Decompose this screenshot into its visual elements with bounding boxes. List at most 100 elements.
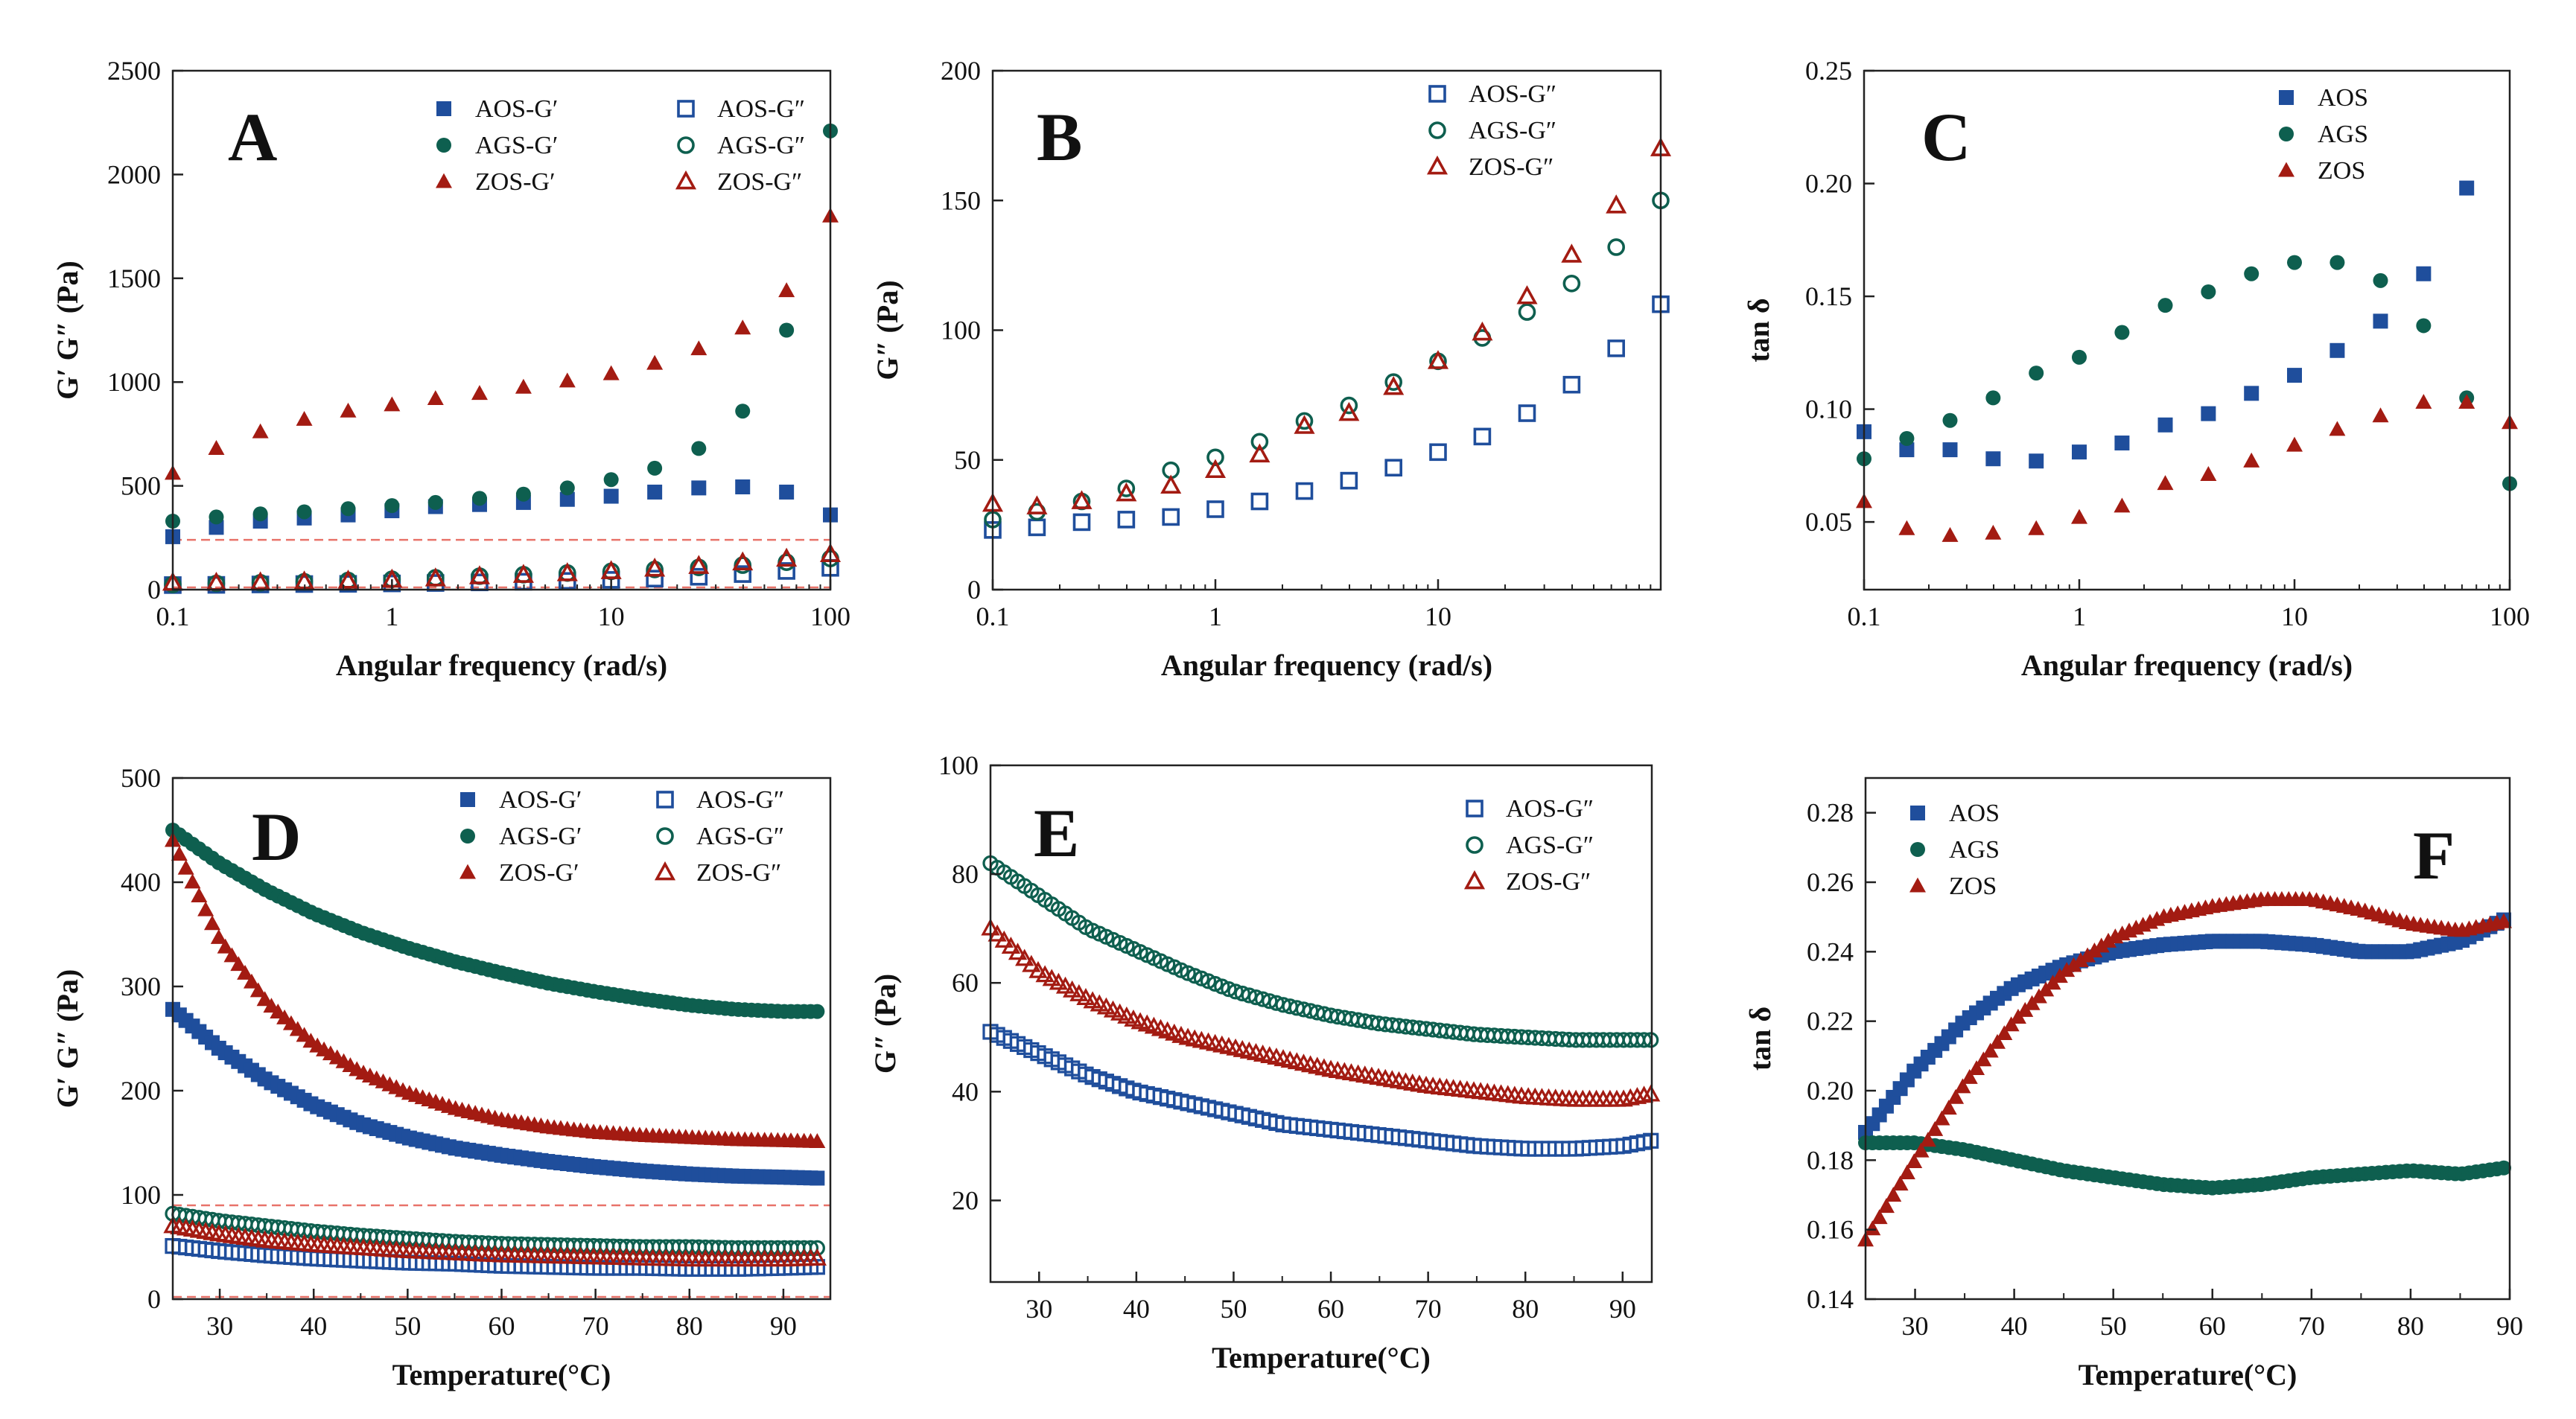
data-point [2157,475,2174,491]
data-point [1927,1120,1944,1136]
x-tick-label: 10 [2281,602,2308,631]
legend-label: AOS-G″ [1506,795,1594,823]
y-axis-label: G″ (Pa) [871,280,904,380]
data-point [2157,298,2173,313]
data-point [1340,471,1358,490]
legend-item: ZOS [1909,873,1997,900]
data-point [734,565,752,583]
legend-marker [675,170,697,190]
legend-item: ZOS-G″ [1463,868,1591,896]
data-point [1906,1153,1923,1169]
legend-label: ZOS-G′ [499,859,579,887]
y-tick-label: 200 [121,1076,161,1106]
legend-item: ZOS-G″ [675,168,802,196]
legend-label: ZOS-G″ [717,168,802,196]
legend-marker [1428,85,1446,103]
data-point [732,551,754,571]
data-point [1947,1088,1965,1104]
data-point [2286,436,2303,452]
data-point [1985,451,2001,467]
data-point [471,491,487,506]
data-point [1015,948,1034,966]
y-tick-label: 0 [147,575,161,605]
x-tick-label: 70 [2298,1311,2325,1341]
data-point [1193,970,1209,986]
y-tick-label: 0.20 [1805,169,1852,199]
data-point [559,491,575,507]
x-tick-label: 1 [1209,602,1222,631]
data-point [1898,1164,1915,1180]
data-point [2065,957,2082,972]
legend-marker [436,101,451,116]
data-point [2003,1016,2020,1032]
data-point [1214,978,1230,995]
data-point [1249,443,1270,463]
data-point [217,938,234,954]
data-point [171,846,188,861]
data-point [777,562,795,580]
series-ags-g- [984,191,1670,529]
panel-letter: B [1037,99,1082,175]
data-point [1607,339,1626,357]
series-aos-g- [982,1024,1659,1157]
data-point [424,567,446,587]
data-point [559,372,576,388]
data-point [2072,349,2087,365]
data-point [778,282,795,298]
data-point [2244,266,2259,281]
legend-item: AGS-G″ [677,132,805,159]
x-axis-label: Temperature(°C) [2079,1358,2297,1391]
data-point [2079,947,2096,963]
legend-label: AOS [1949,800,2000,827]
data-point [2244,386,2259,401]
legend-label: AOS-G″ [1469,80,1556,108]
data-point [2114,325,2130,340]
legend-marker [656,827,674,845]
y-tick-label: 300 [121,972,161,1001]
data-point [603,472,619,488]
data-point [237,964,254,980]
series-aos [1858,912,2512,1140]
legend-marker [459,864,476,879]
data-point [1982,1042,1999,1058]
data-point [1206,500,1224,518]
x-tick-label: 60 [2199,1311,2226,1341]
y-axis: 0 500 1000 1500 2000 2500 [107,56,183,605]
legend-label: ZOS-G″ [1506,868,1591,896]
data-point [209,509,224,525]
data-point [1063,980,1082,998]
data-point [2287,255,2302,270]
data-point [691,480,707,496]
x-tick-label: 90 [2496,1311,2523,1341]
legend-label: AGS-G″ [696,823,784,850]
data-point [1071,490,1093,509]
data-point [1885,1187,1902,1202]
legend-label: AGS [2318,121,2368,148]
legend-marker [460,792,475,807]
y-tick-label: 2000 [107,159,161,189]
data-point [2496,1160,2512,1176]
data-point [1295,412,1314,430]
data-point [256,991,273,1007]
data-point [340,402,357,418]
data-point [809,1240,825,1257]
data-point [1383,376,1405,395]
data-point [644,557,666,577]
legend-marker [1909,877,1926,893]
data-point [1898,520,1915,535]
legend-item: AOS-G″ [1428,80,1556,108]
data-point [177,859,194,875]
x-tick-label: 0.1 [976,602,1010,631]
panel-letter: E [1034,795,1079,871]
data-point [1028,960,1048,978]
data-point [1035,965,1055,983]
data-point [243,973,260,989]
panel-letter: A [228,99,277,175]
x-axis: 30 40 50 60 70 80 90 [990,1272,1636,1324]
data-point [296,504,312,520]
data-point [208,440,225,455]
x-tick-label: 80 [1512,1294,1539,1324]
x-tick-label: 100 [810,602,850,631]
series-zos-g- [982,137,1672,514]
data-point [1186,968,1203,984]
